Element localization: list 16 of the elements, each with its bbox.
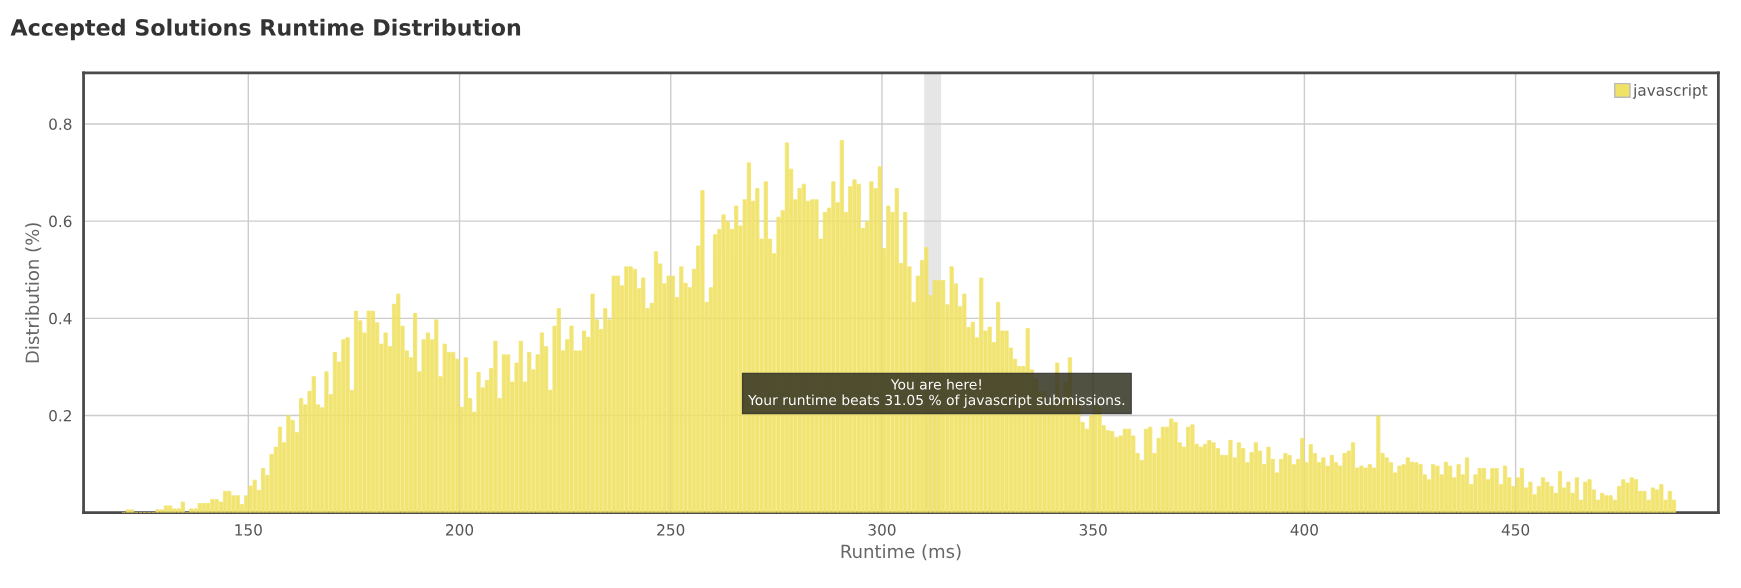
x-tick-label: 150 bbox=[235, 524, 262, 536]
annotation: You are here! Your runtime beats 31.05 % of javascript submissions. bbox=[748, 378, 1125, 408]
y-tick-label: 0.8 bbox=[49, 118, 72, 130]
x-tick-label: 400 bbox=[1290, 524, 1318, 536]
x-tick-label: 250 bbox=[657, 524, 685, 536]
y-axis-title: Distribution (%) bbox=[25, 223, 42, 363]
legend-label: javascript bbox=[1632, 84, 1708, 99]
chart-title: Accepted Solutions Runtime Distribution bbox=[10, 18, 521, 41]
x-tick-label: 200 bbox=[446, 524, 474, 536]
y-tick-label: 0.2 bbox=[49, 410, 71, 422]
y-tick-label: 0.4 bbox=[49, 312, 72, 325]
x-tick-label: 350 bbox=[1079, 524, 1107, 536]
y-tick-label: 0.6 bbox=[49, 215, 72, 228]
x-axis-title: Runtime (ms) bbox=[841, 544, 961, 561]
x-tick-label: 450 bbox=[1501, 524, 1530, 536]
x-tick-label: 300 bbox=[868, 524, 896, 536]
